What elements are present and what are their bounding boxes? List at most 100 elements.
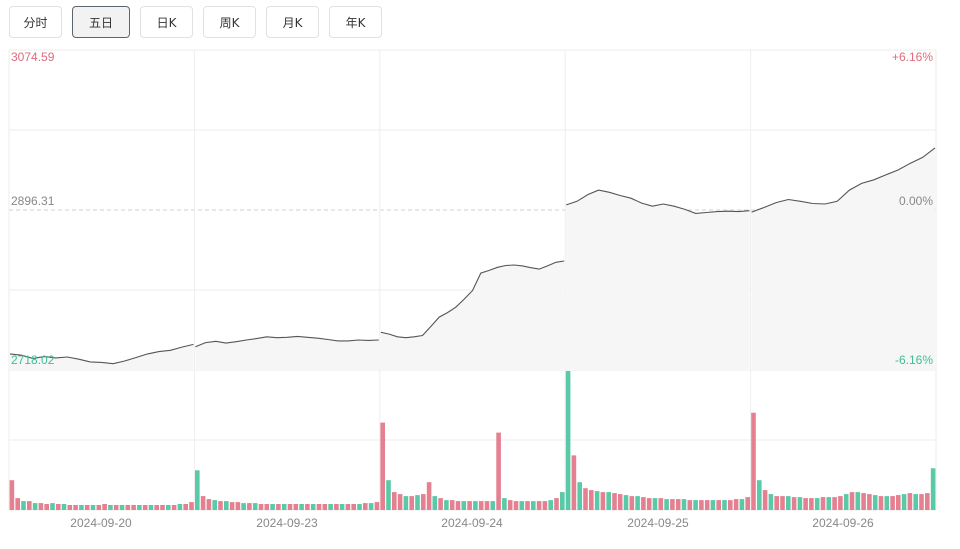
volume-bar	[339, 504, 345, 510]
price-line-layer	[9, 147, 936, 365]
volume-bar	[449, 500, 455, 510]
volume-bar	[878, 496, 884, 510]
y-high-price-label: 3074.59	[11, 50, 55, 64]
volume-bar	[699, 500, 704, 510]
volume-bar	[334, 504, 339, 510]
volume-bar	[183, 504, 188, 510]
volume-bar	[310, 504, 316, 510]
volume-bar	[768, 494, 774, 510]
volume-bar	[896, 495, 901, 510]
price-line-series	[566, 189, 750, 214]
volume-bar	[600, 492, 606, 510]
volume-bar	[160, 505, 165, 510]
volume-bar	[166, 505, 171, 510]
volume-bar	[890, 496, 895, 510]
volume-bar	[108, 505, 113, 510]
volume-bar	[762, 490, 768, 510]
volume-bar	[531, 501, 536, 510]
volume-bar	[73, 505, 78, 510]
tab-intraday[interactable]: 分时	[9, 6, 62, 38]
volume-bar	[919, 494, 924, 510]
volume-bar	[623, 495, 629, 510]
volume-bar	[814, 498, 820, 510]
volume-bar	[212, 500, 217, 510]
tab-five-day[interactable]: 五日	[72, 6, 130, 38]
volume-bar	[809, 498, 814, 510]
volume-bar	[838, 496, 843, 510]
volume-bar	[351, 504, 356, 510]
volume-bar	[629, 496, 635, 510]
volume-bar	[849, 492, 855, 510]
volume-bar	[612, 493, 617, 510]
volume-bar	[745, 497, 750, 510]
volume-bar	[884, 496, 890, 510]
volume-bar	[554, 498, 559, 510]
volume-bar	[635, 496, 640, 510]
volume-bar	[577, 482, 582, 510]
volume-bar	[113, 505, 119, 510]
volume-bar	[519, 501, 525, 510]
volume-bar	[467, 501, 472, 510]
volume-bar	[594, 491, 600, 510]
volume-bar	[525, 501, 530, 510]
y-mid-pct-label: 0.00%	[899, 194, 933, 208]
volume-bar	[27, 501, 32, 510]
volume-bar	[44, 504, 49, 510]
volume-bar	[438, 498, 443, 510]
volume-bar	[826, 497, 832, 510]
volume-bar	[264, 504, 270, 510]
tab-yearly-k[interactable]: 年K	[329, 6, 382, 38]
x-tick-label: 2024-09-23	[256, 516, 318, 530]
price-area	[10, 344, 194, 370]
volume-bar	[843, 494, 849, 510]
volume-bar	[490, 501, 496, 510]
volume-bar	[444, 500, 449, 510]
volume-bar	[687, 500, 693, 510]
volume-bar	[357, 504, 362, 510]
volume-bar	[722, 500, 727, 510]
volume-bar	[774, 496, 779, 510]
price-area	[566, 190, 750, 370]
tab-monthly-k[interactable]: 月K	[266, 6, 319, 38]
volume-bar	[502, 498, 507, 510]
price-area	[195, 336, 379, 370]
volume-bar	[171, 505, 177, 510]
volume-bar	[641, 497, 646, 510]
volume-bar	[565, 371, 571, 510]
volume-bar	[426, 482, 432, 510]
y-low-pct-label: -6.16%	[895, 353, 933, 367]
volume-bar	[154, 505, 159, 510]
volume-bar	[177, 504, 183, 510]
volume-bar	[867, 494, 872, 510]
y-high-pct-label: +6.16%	[892, 50, 933, 64]
y-low-price-label: 2718.02	[11, 353, 55, 367]
volume-bar	[617, 494, 623, 510]
price-area	[380, 261, 565, 370]
volume-bar	[200, 496, 206, 510]
price-line-series	[9, 343, 194, 365]
volume-bar	[496, 432, 501, 510]
volume-bar	[415, 495, 420, 510]
volume-bar	[316, 504, 322, 510]
volume-bar	[96, 505, 102, 510]
volume-bar	[241, 503, 246, 510]
price-line-series	[751, 147, 936, 213]
five-day-chart[interactable]: 3074.59 +6.16% 2896.31 0.00% 2718.02 -6.…	[0, 46, 960, 545]
volume-bar	[536, 501, 542, 510]
volume-bar	[513, 501, 519, 510]
volume-bar	[363, 503, 368, 510]
volume-bar	[258, 504, 264, 510]
tab-daily-k[interactable]: 日K	[140, 6, 193, 38]
volume-bar	[252, 503, 258, 510]
volume-bar	[780, 496, 785, 510]
volume-bar	[803, 498, 808, 510]
volume-bar	[142, 505, 148, 510]
volume-bar	[21, 501, 26, 510]
volume-bar	[299, 504, 304, 510]
period-tabs: 分时 五日 日K 周K 月K 年K	[9, 6, 382, 40]
volume-bar	[293, 504, 299, 510]
volume-bar	[380, 422, 385, 510]
volume-bar	[9, 480, 15, 510]
tab-weekly-k[interactable]: 周K	[203, 6, 256, 38]
volume-bar	[786, 496, 791, 510]
